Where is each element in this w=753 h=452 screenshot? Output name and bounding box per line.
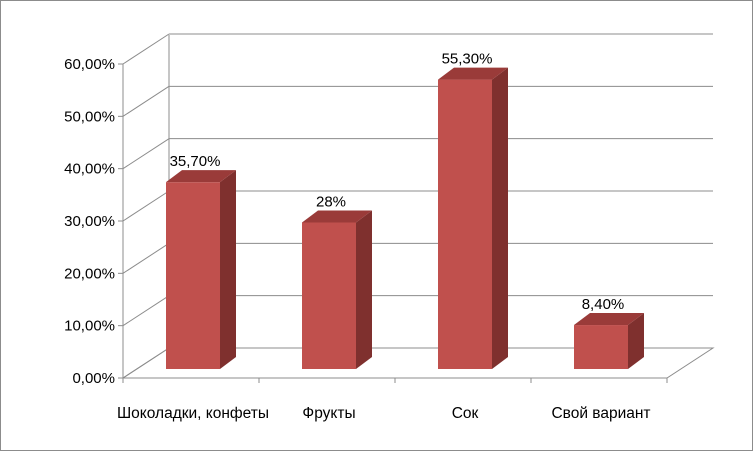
x-category-label: Сок <box>452 405 479 422</box>
bar-front <box>438 79 492 369</box>
gridline-diagonal <box>122 33 170 65</box>
gridline-diagonal <box>122 85 170 117</box>
gridline-diagonal <box>122 190 170 222</box>
bar-side <box>356 210 372 369</box>
bar-top <box>574 313 644 326</box>
y-tick-label: 60,00% <box>64 56 115 73</box>
x-category-label: Свой вариант <box>551 405 650 422</box>
gridline-diagonal <box>122 242 170 274</box>
bar-side <box>220 170 236 369</box>
bar-top <box>166 170 236 183</box>
bar-front <box>574 325 628 369</box>
bar-side <box>492 67 508 369</box>
bar-top <box>302 210 372 223</box>
y-tick-label: 40,00% <box>64 161 115 178</box>
data-label: 8,40% <box>582 296 625 313</box>
bar-top <box>438 67 508 80</box>
data-label: 28% <box>316 193 346 210</box>
y-tick-label: 20,00% <box>64 265 115 282</box>
y-tick-label: 10,00% <box>64 318 115 335</box>
y-tick-label: 30,00% <box>64 213 115 230</box>
x-category-label: Шоколадки, конфеты <box>117 405 269 422</box>
y-tick-label: 0,00% <box>72 370 115 387</box>
bar-front <box>302 222 356 369</box>
gridline-diagonal <box>122 138 170 170</box>
x-category-label: Фрукты <box>302 405 355 422</box>
data-label: 55,30% <box>442 51 493 68</box>
gridline-diagonal <box>122 295 170 327</box>
data-label: 35,70% <box>170 153 221 170</box>
y-tick-label: 50,00% <box>64 108 115 125</box>
bar-front <box>166 182 220 369</box>
bar-side <box>628 313 644 369</box>
chart-floor <box>121 347 715 379</box>
